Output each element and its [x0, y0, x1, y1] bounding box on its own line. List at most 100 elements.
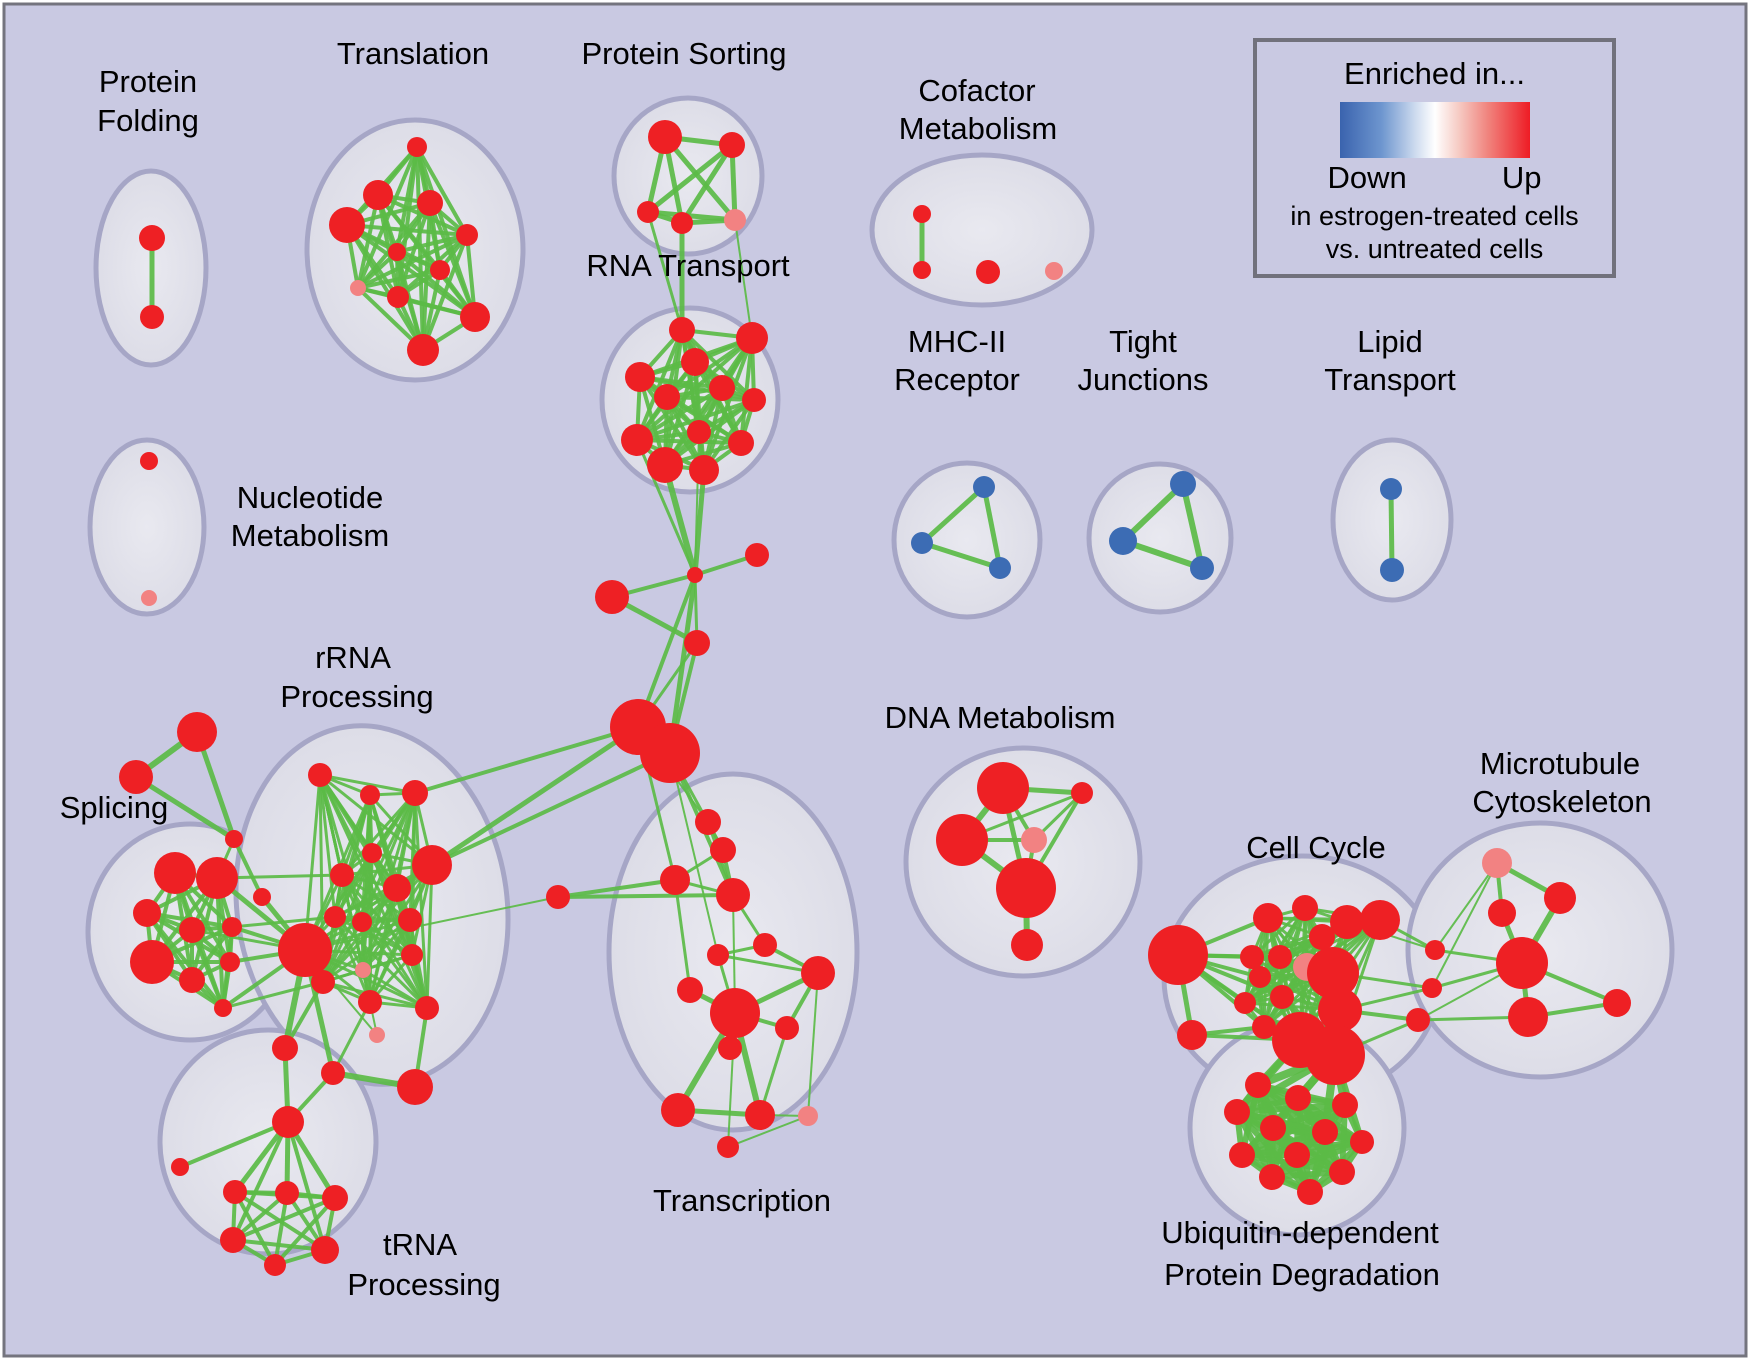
- gene-set-node: [222, 917, 242, 937]
- gene-set-node: [388, 243, 406, 261]
- gene-set-node: [1253, 903, 1283, 933]
- gene-set-node: [671, 212, 693, 234]
- gene-set-node: [1309, 924, 1335, 950]
- gene-set-node: [322, 1185, 348, 1211]
- gene-set-node: [684, 630, 710, 656]
- edge: [357, 268, 441, 290]
- gene-set-node: [710, 988, 760, 1038]
- color-gradient-bar: [1339, 102, 1530, 158]
- gene-set-node: [913, 261, 931, 279]
- gene-set-node: [412, 845, 452, 885]
- cluster-label: Cofactor: [918, 73, 1035, 108]
- edge: [304, 896, 559, 951]
- gene-set-node: [1312, 1119, 1338, 1145]
- gene-set-node: [383, 874, 411, 902]
- gene-set-node: [330, 863, 354, 887]
- gene-set-node: [387, 286, 409, 308]
- gene-set-node: [1170, 471, 1196, 497]
- gene-set-node: [647, 447, 683, 483]
- gene-set-node: [133, 899, 161, 927]
- edge: [231, 915, 336, 929]
- gene-set-node: [272, 1106, 304, 1138]
- legend-down-label: Down: [1327, 160, 1407, 195]
- edge: [319, 773, 416, 795]
- cluster-label: Ubiquitin-dependent: [1161, 1215, 1439, 1250]
- gene-set-node: [177, 712, 217, 752]
- cluster-label: Processing: [280, 679, 433, 714]
- cluster-label: DNA Metabolism: [885, 700, 1116, 735]
- edge: [286, 1121, 327, 1251]
- gene-set-node: [1292, 895, 1318, 921]
- gene-set-node: [1285, 1085, 1311, 1111]
- edge: [425, 864, 434, 1009]
- gene-set-node: [1496, 937, 1548, 989]
- gene-set-node: [913, 205, 931, 223]
- gene-set-node: [1252, 1015, 1276, 1039]
- edge: [1180, 483, 1205, 569]
- edge: [1388, 488, 1395, 571]
- gene-set-node: [275, 1181, 299, 1205]
- gene-set-node: [430, 260, 450, 280]
- edge: [231, 1121, 290, 1241]
- gene-set-node: [220, 1227, 246, 1253]
- gene-set-node: [654, 384, 680, 410]
- gene-set-node: [460, 302, 490, 332]
- gene-set-node: [798, 1106, 818, 1126]
- gene-set-node: [1021, 827, 1047, 853]
- gene-set-node: [753, 933, 777, 957]
- legend-title: Enriched in...: [1344, 56, 1525, 91]
- cluster-label: Microtubule: [1480, 746, 1640, 781]
- edge: [635, 329, 684, 441]
- gene-set-node: [1177, 1020, 1207, 1050]
- nucleotide-metabolism-cluster: [87, 437, 207, 617]
- edge: [273, 1196, 337, 1267]
- gene-set-node: [716, 878, 750, 912]
- cluster-label: Metabolism: [899, 111, 1058, 146]
- gene-set-node: [681, 348, 709, 376]
- edge: [233, 1191, 277, 1266]
- gene-set-node: [687, 567, 703, 583]
- gene-set-node: [661, 1093, 695, 1127]
- gene-set-node: [1148, 925, 1208, 985]
- edge: [396, 233, 468, 254]
- edge: [669, 752, 719, 956]
- gene-set-node: [350, 280, 366, 296]
- gene-set-node: [1360, 900, 1400, 940]
- cluster-label: Nucleotide: [237, 480, 383, 515]
- cluster-label: rRNA: [315, 640, 391, 675]
- gene-set-node: [352, 912, 372, 932]
- edge: [636, 398, 755, 442]
- gene-set-node: [1380, 558, 1404, 582]
- gene-set-node: [362, 843, 382, 863]
- gene-set-node: [401, 944, 423, 966]
- edge: [431, 751, 671, 867]
- gene-set-node: [1380, 478, 1402, 500]
- gene-set-node: [358, 990, 382, 1014]
- edge: [679, 143, 735, 225]
- gene-set-node: [415, 996, 439, 1020]
- edge: [727, 1115, 809, 1148]
- gene-set-node: [989, 557, 1011, 579]
- gene-set-node: [677, 977, 703, 1003]
- gene-set-node: [745, 543, 769, 567]
- cluster-label: Protein Degradation: [1164, 1257, 1440, 1292]
- gene-set-node: [719, 132, 745, 158]
- gene-set-node: [324, 906, 346, 928]
- gene-set-node: [1270, 985, 1294, 1009]
- gene-set-node: [977, 762, 1029, 814]
- gene-set-node: [1071, 782, 1093, 804]
- edge: [920, 485, 986, 545]
- gene-set-node: [710, 837, 736, 863]
- gene-set-node: [1259, 1164, 1285, 1190]
- legend-box: Enriched in... Down Up in estrogen-treat…: [1253, 38, 1616, 278]
- gene-set-node: [308, 763, 332, 787]
- cofactor-metabolism-cluster: [869, 152, 1095, 308]
- gene-set-node: [621, 424, 653, 456]
- edge: [680, 328, 756, 402]
- gene-set-node: [1488, 899, 1516, 927]
- gene-set-node: [1425, 940, 1445, 960]
- gene-set-node: [253, 888, 271, 906]
- cluster-label: Protein Sorting: [581, 36, 786, 71]
- gene-set-node: [179, 917, 205, 943]
- gene-set-node: [220, 952, 240, 972]
